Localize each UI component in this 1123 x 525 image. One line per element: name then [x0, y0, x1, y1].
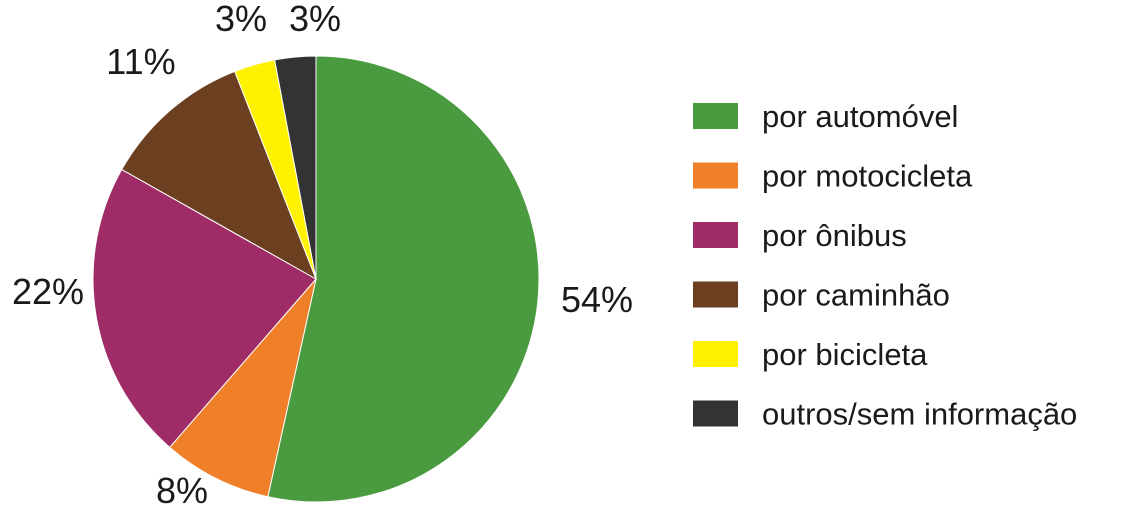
legend-swatch [693, 341, 738, 367]
slice-label: 3% [215, 0, 267, 39]
legend-label: por caminhão [762, 278, 950, 313]
slice-label: 54% [561, 279, 633, 320]
pie-slice-labels: 54% 8% 22% 11% 3% 3% [12, 0, 633, 511]
pie-slice-por-autom-vel [267, 55, 540, 503]
legend-swatch [693, 103, 738, 129]
slice-label: 3% [289, 0, 341, 39]
legend: por automóvel por motocicleta por ônibus po… [693, 99, 1077, 432]
pie-slices [92, 55, 540, 503]
legend-label: por motocicleta [762, 159, 973, 194]
pie-slice-outros-sem-informa-o [274, 55, 317, 280]
legend-swatch [693, 222, 738, 248]
legend-swatch [693, 400, 738, 427]
legend-label: por automóvel [762, 99, 958, 134]
legend-swatch [693, 281, 738, 308]
pie-slice-por-nibus [92, 168, 317, 449]
pie-slice-por-motocicleta [169, 278, 317, 498]
legend-swatch [693, 162, 738, 189]
slice-label: 11% [106, 41, 175, 82]
legend-label: outros/sem informação [762, 397, 1077, 432]
slice-label: 8% [156, 470, 208, 511]
pie-slice-por-caminh-o [121, 70, 317, 281]
legend-label: por ônibus [762, 218, 907, 253]
slice-label: 22% [12, 271, 84, 312]
legend-label: por bicicleta [762, 337, 928, 372]
